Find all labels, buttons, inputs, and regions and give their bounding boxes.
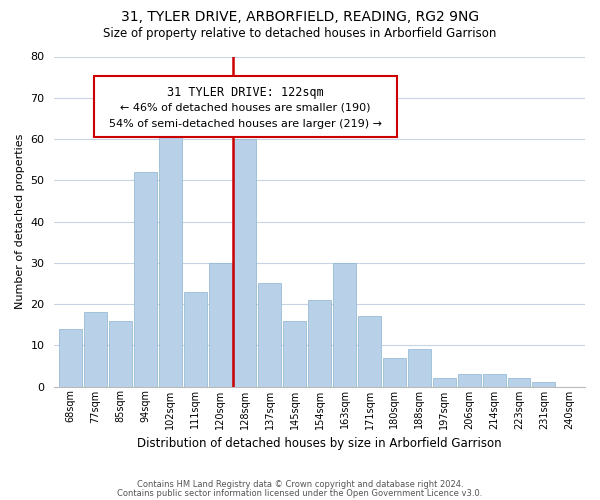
Bar (184, 292, 206, 386)
Bar (109, 320, 132, 386)
Bar (308, 300, 331, 386)
Bar (59, 329, 82, 386)
Bar (482, 374, 506, 386)
Bar (134, 172, 157, 386)
Bar (508, 378, 530, 386)
Text: 54% of semi-detached houses are larger (219) →: 54% of semi-detached houses are larger (… (109, 119, 382, 129)
Bar (383, 358, 406, 386)
Text: Contains HM Land Registry data © Crown copyright and database right 2024.: Contains HM Land Registry data © Crown c… (137, 480, 463, 489)
Text: Contains public sector information licensed under the Open Government Licence v3: Contains public sector information licen… (118, 488, 482, 498)
Bar (458, 374, 481, 386)
Text: 31, TYLER DRIVE, ARBORFIELD, READING, RG2 9NG: 31, TYLER DRIVE, ARBORFIELD, READING, RG… (121, 10, 479, 24)
Bar (358, 316, 381, 386)
Text: ← 46% of detached houses are smaller (190): ← 46% of detached houses are smaller (19… (120, 102, 371, 113)
Bar (408, 350, 431, 387)
Bar (159, 131, 182, 386)
Y-axis label: Number of detached properties: Number of detached properties (15, 134, 25, 309)
Bar (259, 284, 281, 387)
Text: Size of property relative to detached houses in Arborfield Garrison: Size of property relative to detached ho… (103, 28, 497, 40)
Bar (532, 382, 556, 386)
Bar (209, 263, 232, 386)
Bar (433, 378, 456, 386)
Bar (333, 263, 356, 386)
FancyBboxPatch shape (94, 76, 397, 138)
X-axis label: Distribution of detached houses by size in Arborfield Garrison: Distribution of detached houses by size … (137, 437, 502, 450)
Bar (233, 139, 256, 386)
Bar (283, 320, 306, 386)
Bar (84, 312, 107, 386)
Text: 31 TYLER DRIVE: 122sqm: 31 TYLER DRIVE: 122sqm (167, 86, 324, 99)
